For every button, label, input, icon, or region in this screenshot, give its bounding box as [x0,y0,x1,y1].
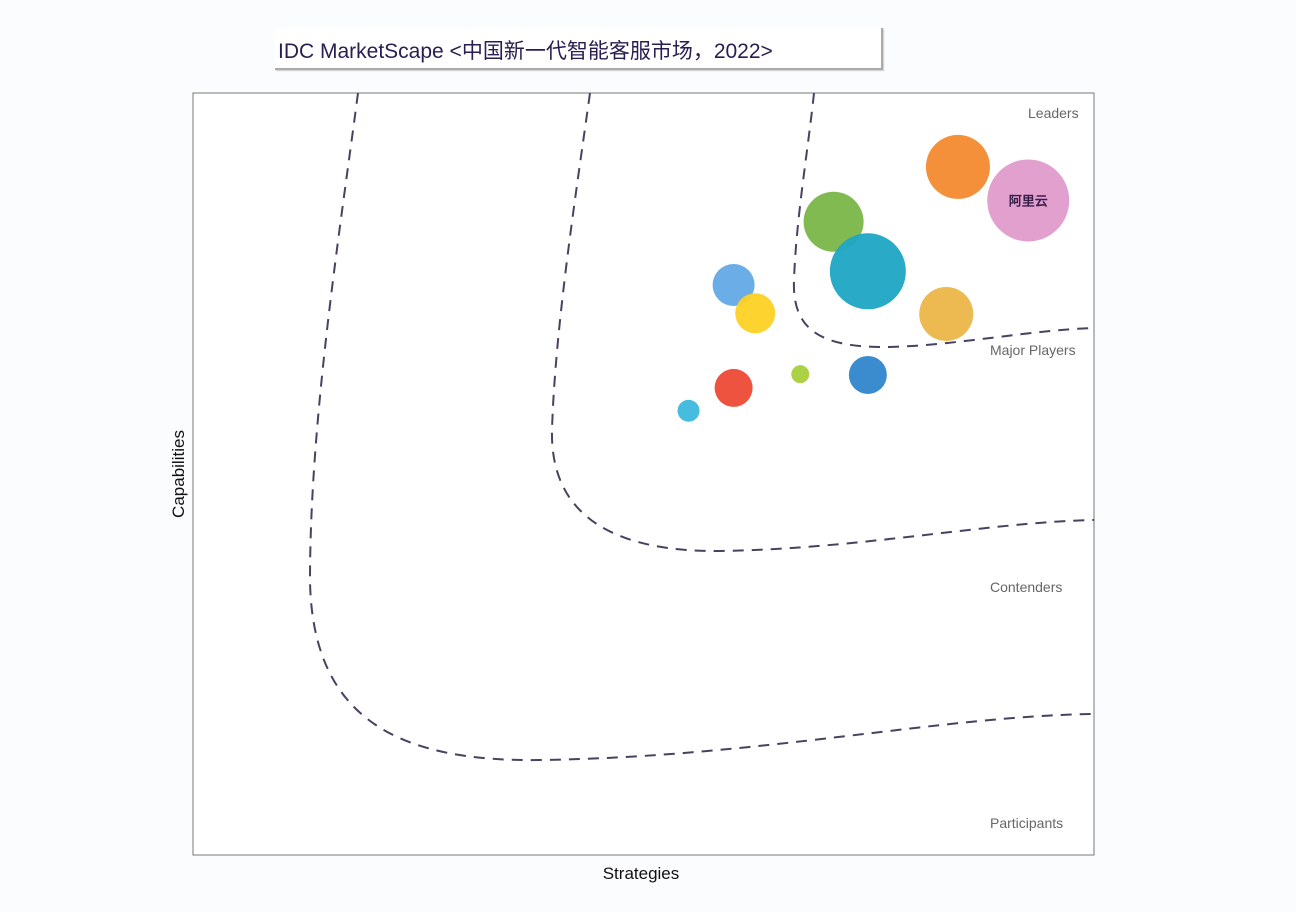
vendor-bubble [712,264,755,307]
segment-label-major-players: Major Players [990,342,1076,358]
vendor-bubble [677,399,700,422]
vendor-bubble [714,368,753,407]
y-axis-label: Capabilities [169,430,188,518]
vendor-bubble [987,159,1070,242]
chart-title-box: IDC MarketScape <中国新一代智能客服市场，2022> [275,28,883,70]
chart-title: IDC MarketScape <中国新一代智能客服市场，2022> [278,40,773,63]
plot-area [192,92,1095,856]
vendor-bubble [919,286,974,341]
segment-label-leaders: Leaders [1028,105,1079,121]
segment-label-contenders: Contenders [990,579,1062,595]
boundary-leaders [792,92,1095,349]
vendor-bubble [829,233,906,310]
vendor-bubble [803,191,864,252]
vendor-bubble [791,365,810,384]
segment-label-participants: Participants [990,815,1063,831]
boundary-major-players [550,92,1095,553]
vendor-bubble [925,134,990,199]
vendor-bubble-label: 阿里云 [1009,194,1048,209]
vendor-bubble [735,293,776,334]
vendor-bubble [848,355,887,394]
x-axis-label: Strategies [603,864,680,883]
boundary-contenders [308,92,1095,762]
